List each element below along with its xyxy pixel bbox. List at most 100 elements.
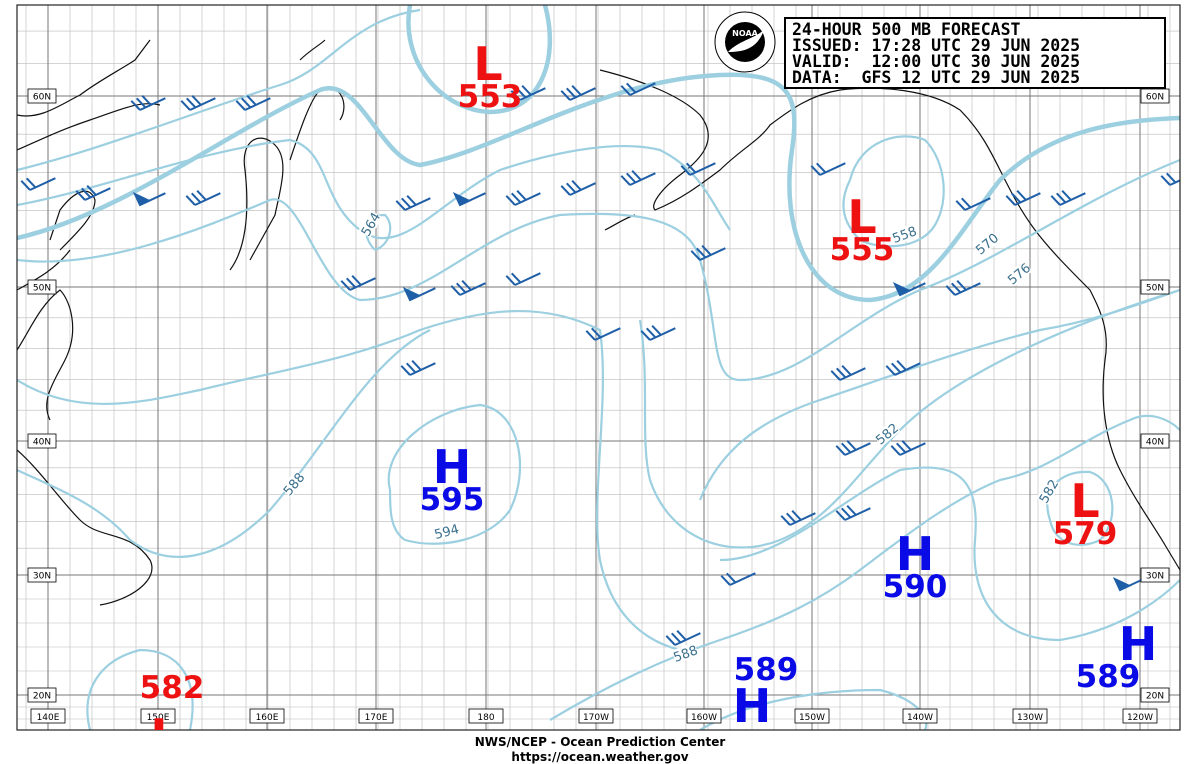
barb-flag [402, 287, 422, 302]
barb-feather [511, 192, 522, 204]
barb-shaft [29, 177, 56, 191]
barb-feather [841, 365, 852, 376]
wind-barb [835, 440, 871, 456]
wind-barb [720, 572, 756, 586]
barb-feather [461, 280, 472, 291]
barb-feather [891, 362, 902, 374]
longitude-label: 150W [799, 713, 825, 723]
height-contours [17, 5, 1180, 730]
barb-feather [901, 440, 912, 451]
barb-feather [20, 180, 31, 191]
barb-feather [1005, 195, 1016, 206]
barb-feather [1160, 175, 1171, 186]
barb-feather [841, 442, 852, 454]
label-box [1122, 708, 1158, 724]
barb-feather [836, 367, 847, 379]
barb-feather [1166, 172, 1177, 184]
label-box [27, 433, 57, 449]
center-value: 595 [420, 482, 485, 518]
label-box [902, 708, 938, 724]
barb-feather [620, 85, 631, 96]
wind-barb [180, 95, 216, 111]
center-value: 589 [734, 652, 799, 688]
barb-shaft [194, 192, 221, 206]
barb-shaft [569, 87, 596, 101]
wind-barb [690, 245, 726, 261]
label-box [1140, 433, 1170, 449]
barb-shaft [409, 362, 436, 376]
barb-feather [720, 575, 731, 586]
latitude-label: 20N [33, 692, 51, 702]
wind-barb [665, 630, 701, 646]
barb-feather [696, 247, 707, 259]
barb-feather [651, 325, 662, 336]
barb-shaft [844, 442, 871, 456]
barb-feather [81, 187, 92, 199]
barb-shaft [629, 172, 656, 186]
label-box [140, 708, 176, 724]
center-value: 590 [883, 569, 948, 605]
label-bg [1005, 260, 1033, 287]
wind-barb [395, 195, 431, 211]
barb-feather [640, 330, 651, 341]
center-letter: L [1070, 474, 1099, 528]
wind-barb [1050, 190, 1086, 206]
longitude-label: 140W [907, 713, 933, 723]
barb-shaft [594, 327, 621, 341]
label-box [1140, 567, 1170, 583]
barb-shaft [1169, 172, 1180, 186]
label-box [578, 708, 614, 724]
wind-barb [132, 192, 166, 207]
barb-feather [511, 272, 522, 284]
latitude-label: 60N [33, 93, 51, 103]
coastlines [17, 19, 1180, 606]
barb-feather [680, 165, 691, 176]
barb-feather [400, 365, 411, 376]
barb-feather [835, 510, 846, 521]
barb-feather [846, 505, 857, 516]
barb-flag [892, 282, 912, 297]
longitude-label: 160E [256, 713, 279, 723]
barb-shaft [729, 572, 756, 586]
center-value: 553 [458, 79, 523, 115]
barb-feather [945, 285, 956, 296]
wind-barb [780, 510, 816, 526]
barb-feather [450, 285, 461, 296]
barb-shaft [844, 507, 871, 521]
barb-feather [351, 275, 362, 286]
wind-barb [560, 85, 596, 101]
longitude-label: 170W [583, 713, 609, 723]
barb-feather [186, 97, 197, 109]
barb-shaft [514, 192, 541, 206]
barb-feather [955, 200, 966, 211]
latitude-label: 30N [1146, 572, 1164, 582]
barb-flag [1112, 577, 1132, 592]
center-letter: H [433, 440, 472, 494]
center-letter: L [150, 709, 179, 763]
barb-feather [1056, 192, 1067, 204]
map-frame [16, 4, 1181, 731]
barb-feather [401, 197, 412, 209]
barb-feather [196, 190, 207, 201]
barb-feather [885, 365, 896, 376]
barb-shaft [649, 327, 676, 341]
logo-text: NOAA [732, 29, 758, 38]
barb-feather [1011, 192, 1022, 204]
label-box [27, 687, 57, 703]
barb-feather [136, 97, 147, 109]
longitude-label: 130W [1017, 713, 1043, 723]
header-line: 24-HOUR 500 MB FORECAST [792, 20, 1021, 39]
longitude-label: 140E [37, 713, 60, 723]
wind-barbs [20, 82, 1180, 646]
wind-barb [235, 95, 271, 111]
barb-feather [560, 90, 571, 101]
center-value: 582 [140, 670, 205, 706]
latitude-label: 50N [1146, 284, 1164, 294]
barb-feather [951, 282, 962, 294]
barb-feather [701, 245, 712, 256]
header-line: DATA: GFS 12 UTC 29 JUN 2025 [792, 68, 1080, 87]
barb-feather [560, 185, 571, 196]
wind-barb [892, 282, 926, 297]
